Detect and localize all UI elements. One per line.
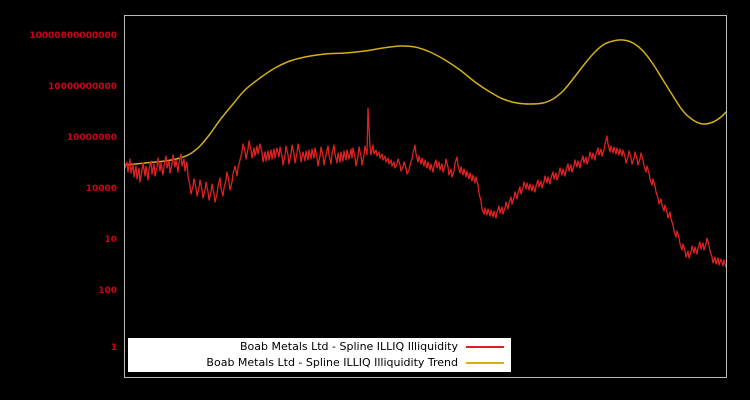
plot-area xyxy=(124,15,727,378)
legend-entry-label: Boab Metals Ltd - Spline ILLIQ Illiquidi… xyxy=(240,340,458,353)
y-tick-label: 10000 xyxy=(85,184,117,194)
chart-legend: Boab Metals Ltd - Spline ILLIQ Illiquidi… xyxy=(128,338,511,372)
legend-color-swatch xyxy=(466,346,504,348)
legend-color-swatch xyxy=(466,362,504,364)
legend-entry-label: Boab Metals Ltd - Spline ILLIQ Illiquidi… xyxy=(206,356,458,369)
y-tick-label: 10000000 xyxy=(66,133,117,143)
series-line-illiquidity xyxy=(125,107,726,268)
legend-entry[interactable]: Boab Metals Ltd - Spline ILLIQ Illiquidi… xyxy=(129,339,510,355)
y-tick-label: 1 xyxy=(110,343,117,353)
series-canvas xyxy=(125,39,726,268)
y-tick-label: 10000000000000 xyxy=(29,31,117,41)
y-tick-label: 10 xyxy=(104,235,117,245)
legend-entry[interactable]: Boab Metals Ltd - Spline ILLIQ Illiquidi… xyxy=(129,355,510,371)
series-line-trend xyxy=(125,39,726,166)
y-tick-label: 10000000000 xyxy=(48,82,117,92)
y-tick-label: 100 xyxy=(98,286,117,296)
